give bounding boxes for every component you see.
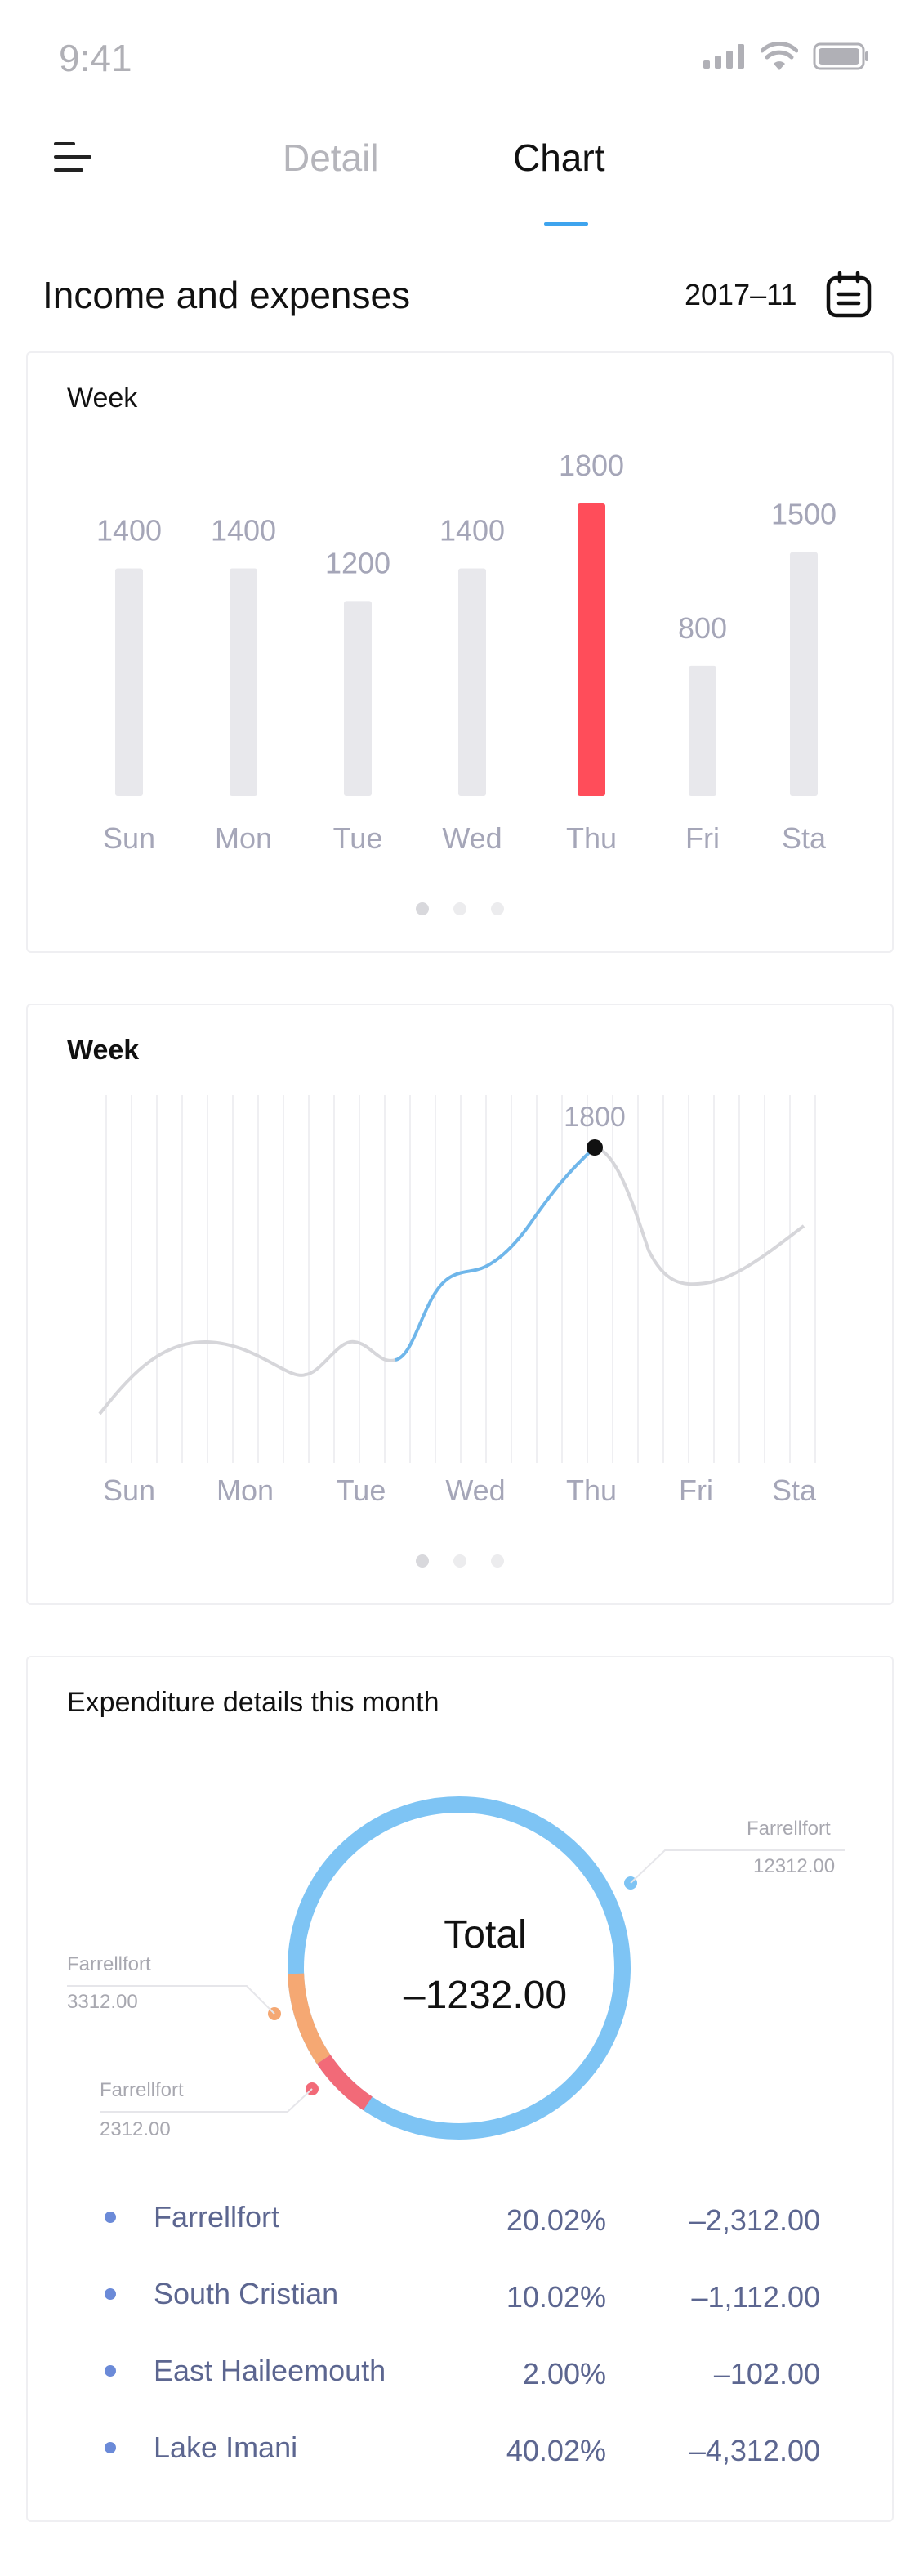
bar-chart-pager[interactable]	[28, 902, 892, 915]
series-line	[98, 1339, 396, 1415]
list-item-amount: –2,312.00	[689, 2203, 820, 2237]
menu-icon[interactable]	[52, 137, 93, 178]
list-item-name: Farrellfort	[154, 2200, 280, 2234]
line-chart-title: Week	[67, 1035, 140, 1066]
bullet-icon	[105, 2442, 116, 2453]
bar-chart-title: Week	[67, 382, 138, 414]
x-tick-label: Thu	[566, 1474, 617, 1507]
tab-chart[interactable]: Chart	[513, 136, 605, 179]
x-tick-label: Sun	[103, 821, 155, 855]
donut-center-label: Total	[444, 1913, 527, 1957]
bar	[230, 568, 257, 796]
x-tick-label: Sta	[782, 821, 827, 855]
pager-dot[interactable]	[453, 1554, 466, 1568]
list-item[interactable]: Lake Imani 40.02% –4,312.00	[28, 2422, 895, 2471]
bullet-icon	[105, 2212, 116, 2223]
bar-value-label: 1500	[771, 498, 836, 531]
series-line-highlight	[395, 1146, 596, 1362]
list-item-name: Lake Imani	[154, 2431, 298, 2464]
bar-value-label: 1200	[325, 546, 390, 579]
x-tick-label: Tue	[337, 1474, 386, 1507]
donut-slice	[288, 1796, 631, 2140]
list-item-percent: 20.02%	[506, 2203, 606, 2237]
list-item-amount: –102.00	[713, 2357, 820, 2390]
x-tick-label: Mon	[215, 821, 272, 855]
calendar-icon[interactable]	[823, 270, 874, 320]
list-item-percent: 40.02%	[506, 2434, 606, 2467]
list-item-name: South Cristian	[154, 2277, 339, 2310]
expenditure-title: Expenditure details this month	[67, 1687, 439, 1718]
status-bar: 9:41	[0, 0, 919, 114]
pager-dot[interactable]	[491, 902, 504, 915]
pager-dot[interactable]	[416, 1554, 429, 1568]
bar	[115, 568, 143, 796]
list-item[interactable]: South Cristian 10.02% –1,112.00	[28, 2269, 895, 2318]
donut-slice	[288, 1973, 331, 2064]
donut-chart	[67, 1796, 845, 2140]
x-tick-label: Sta	[772, 1474, 817, 1507]
list-item-percent: 2.00%	[522, 2357, 606, 2390]
x-tick-label: Thu	[566, 821, 617, 855]
callout-leader	[100, 2088, 313, 2113]
month-selector[interactable]: 2017–11	[685, 278, 797, 311]
x-tick-label: Wed	[442, 821, 502, 855]
page-title: Income and expenses	[42, 274, 411, 316]
battery-icon	[813, 42, 868, 70]
bar	[458, 568, 486, 796]
list-item[interactable]: East Haileemouth 2.00% –102.00	[28, 2346, 895, 2395]
bar-value-label: 1800	[559, 449, 624, 482]
expenditure-card: Expenditure details this month Total –12…	[26, 1656, 894, 2522]
signal-icon	[703, 44, 744, 69]
donut-center-amount: –1232.00	[403, 1974, 568, 2017]
tab-detail[interactable]: Detail	[283, 136, 379, 179]
wifi-icon	[761, 42, 798, 70]
x-tick-label: Fri	[679, 1474, 713, 1507]
line-chart-card: Week 1800 Sun Mon Tue Wed Thu Fri Sta	[26, 1004, 894, 1605]
list-item-name: East Haileemouth	[154, 2354, 386, 2387]
callout-value: 2312.00	[100, 2118, 171, 2140]
list-item-amount: –1,112.00	[691, 2280, 820, 2314]
x-tick-label: Fri	[685, 821, 720, 855]
callout-value: 12312.00	[753, 1855, 836, 1877]
x-tick-label: Mon	[216, 1474, 274, 1507]
x-tick-label: Tue	[333, 821, 383, 855]
line-chart-pager[interactable]	[28, 1554, 892, 1568]
bullet-icon	[105, 2288, 116, 2300]
list-item-amount: –4,312.00	[689, 2434, 820, 2467]
bullet-icon	[105, 2365, 116, 2377]
active-tab-indicator	[544, 222, 588, 226]
line-chart: 1800 Sun Mon Tue Wed Thu Fri Sta	[98, 1095, 817, 1507]
list-item[interactable]: Farrellfort 20.02% –2,312.00	[28, 2192, 895, 2241]
bar	[344, 601, 372, 796]
bar-value-label: 1400	[439, 514, 505, 548]
status-time: 9:41	[59, 37, 132, 79]
callout-name: Farrellfort	[100, 2079, 184, 2101]
bar	[689, 665, 716, 796]
bar	[578, 503, 605, 796]
callout-name: Farrellfort	[67, 1953, 151, 1975]
peak-label: 1800	[564, 1102, 626, 1133]
bar-value-label: 800	[678, 611, 727, 645]
bar-value-label: 1400	[96, 514, 162, 548]
peak-point	[587, 1139, 603, 1156]
series-line	[594, 1146, 805, 1286]
callout-leader	[67, 1985, 275, 2015]
bar	[790, 552, 818, 796]
bar-value-label: 1400	[211, 514, 276, 548]
pager-dot[interactable]	[416, 902, 429, 915]
status-icons	[703, 42, 870, 70]
list-item-percent: 10.02%	[506, 2280, 606, 2314]
bar-chart-card: Week 1400 Sun 1400 Mon 1200 Tue 1400 Wed 1800 Thu…	[26, 351, 894, 953]
pager-dot[interactable]	[453, 902, 466, 915]
callout-value: 3312.00	[67, 1991, 138, 2013]
callout-name: Farrellfort	[747, 1818, 831, 1840]
x-tick-label: Sun	[103, 1474, 155, 1507]
x-tick-label: Wed	[445, 1474, 505, 1507]
bar-chart: 1400 Sun 1400 Mon 1200 Tue 1400 Wed 1800 Thu 800 Fr…	[96, 449, 836, 855]
callout-leader	[630, 1849, 845, 1884]
pager-dot[interactable]	[491, 1554, 504, 1568]
donut-slice	[316, 2055, 373, 2111]
